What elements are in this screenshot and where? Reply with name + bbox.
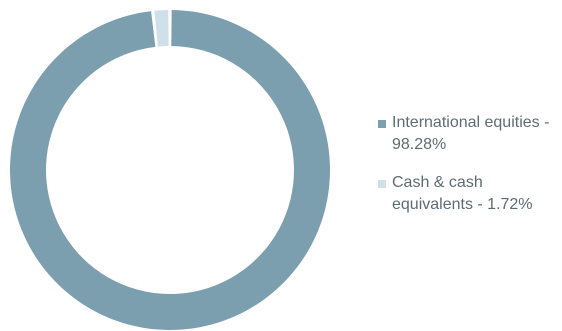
legend-label-international-equities: International equities - 98.28% [392,114,550,153]
donut-slice-1 [154,10,169,47]
legend-item-international-equities: International equities - 98.28% [378,112,558,156]
legend-label-cash: Cash & cash equivalents - 1.72% [392,174,533,213]
legend-item-cash: Cash & cash equivalents - 1.72% [378,172,558,216]
legend-swatch-cash [378,180,386,188]
legend-swatch-international-equities [378,120,386,128]
donut-slice-0 [9,10,330,331]
legend: International equities - 98.28% Cash & c… [378,112,558,232]
